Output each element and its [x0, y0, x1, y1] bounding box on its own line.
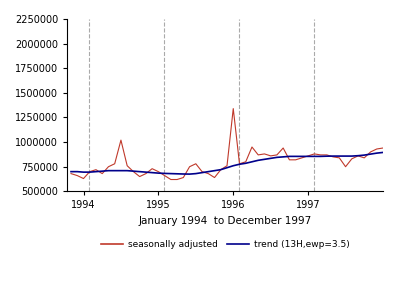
X-axis label: January 1994  to December 1997: January 1994 to December 1997 — [139, 216, 312, 226]
Legend: seasonally adjusted, trend (13H,ewp=3.5): seasonally adjusted, trend (13H,ewp=3.5) — [97, 236, 353, 252]
